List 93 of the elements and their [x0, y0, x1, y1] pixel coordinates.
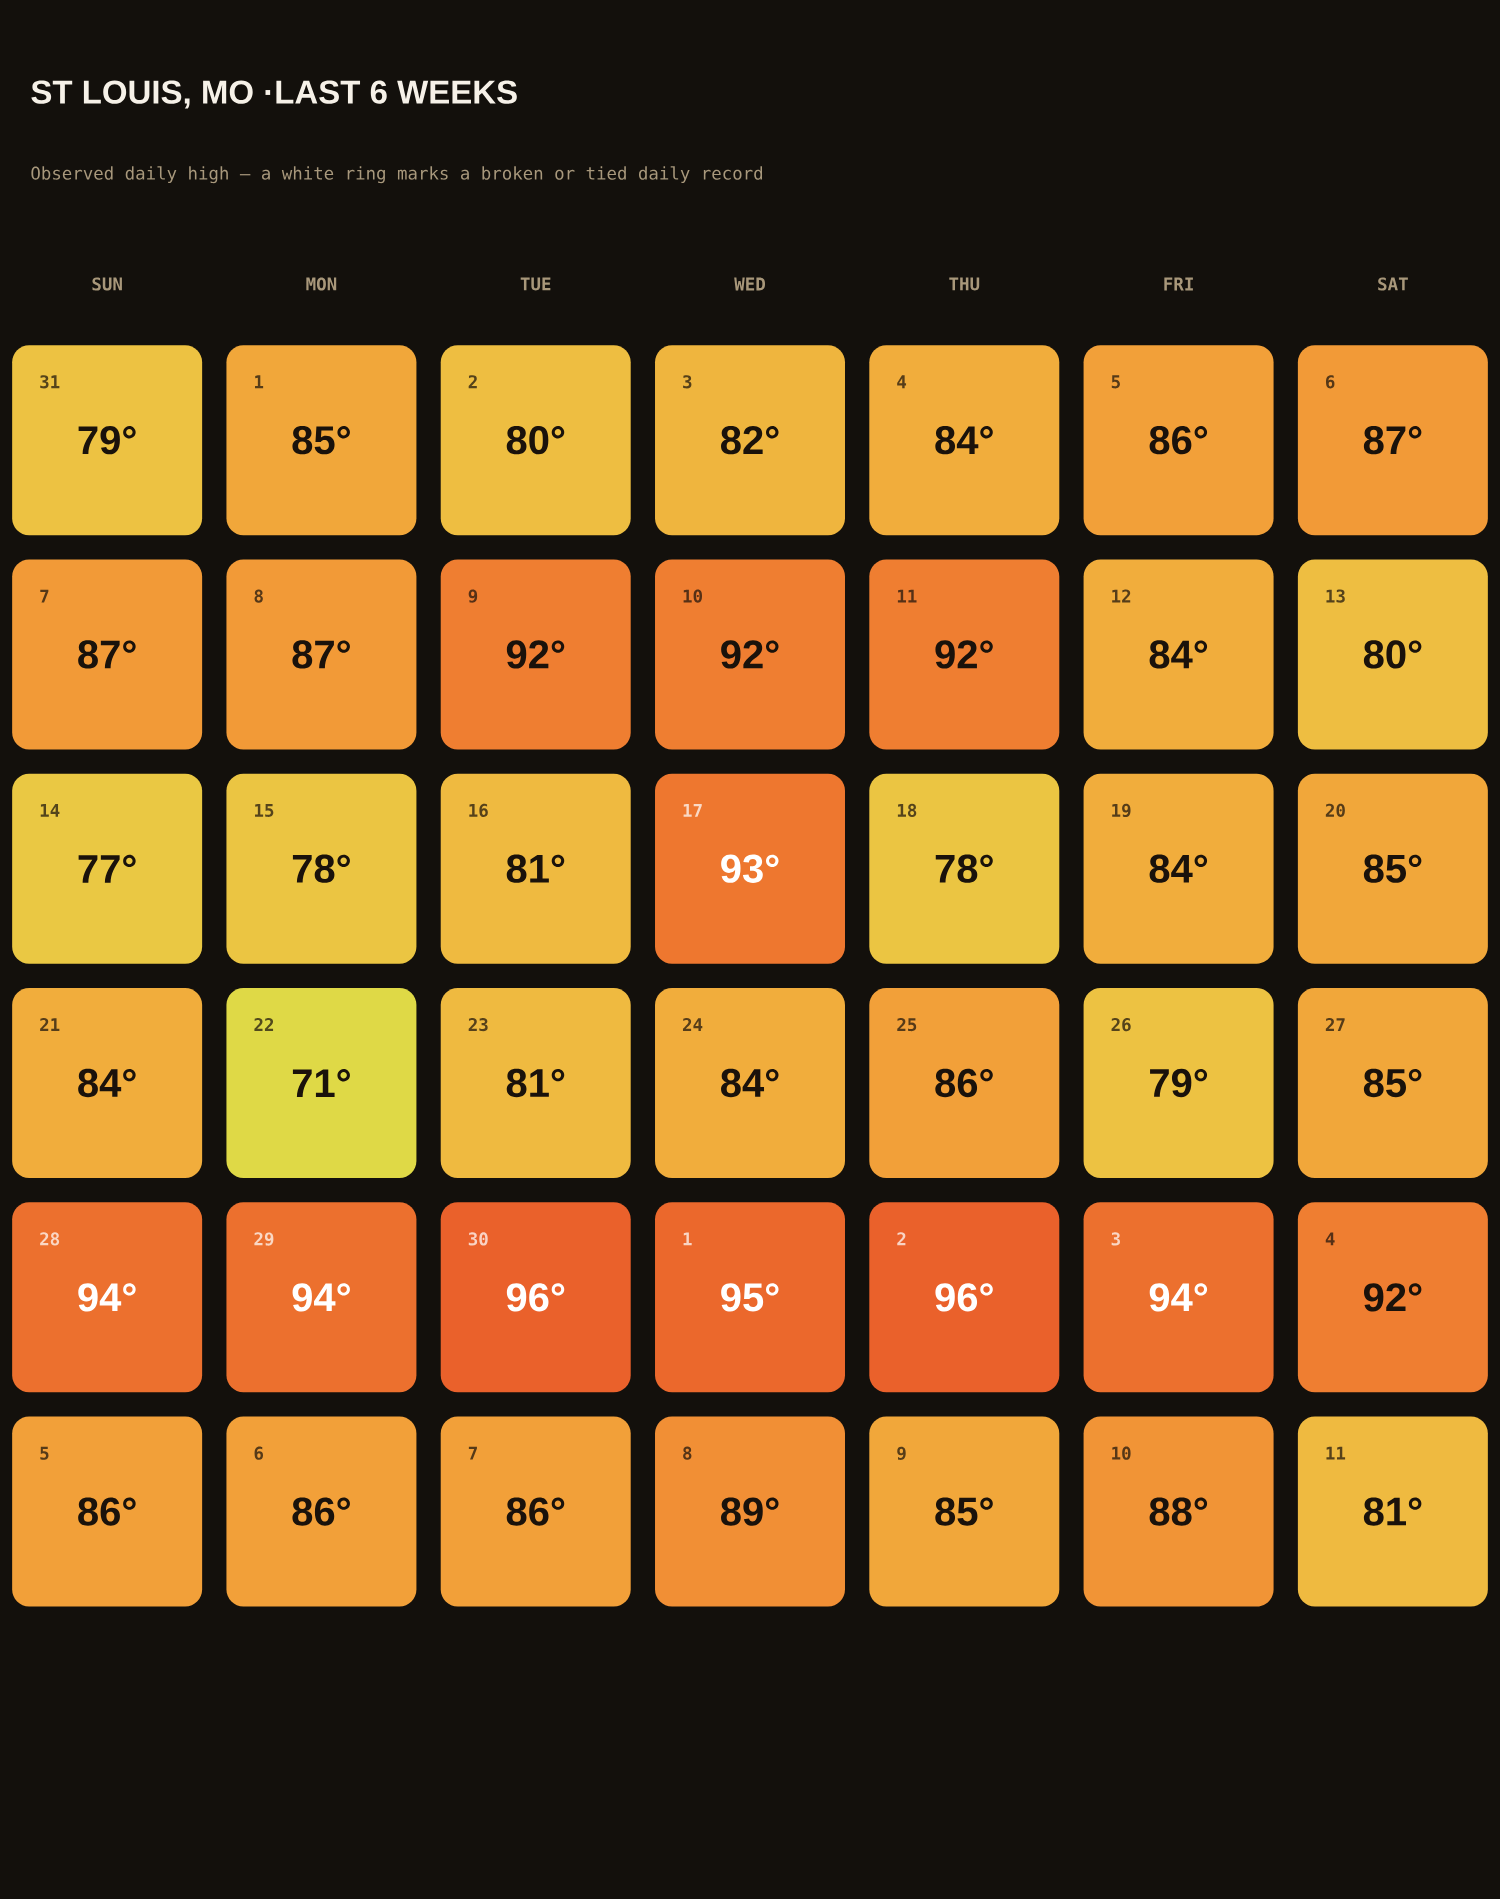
annotation: 11 [897, 589, 917, 603]
annotation: 8 [254, 589, 263, 603]
data-label: 88° [1149, 1497, 1208, 1526]
annotation: 13 [1326, 589, 1345, 603]
data-label: 87° [292, 640, 350, 669]
annotation: 15 [255, 803, 274, 817]
annotation: 3 [683, 375, 692, 389]
data-label: 87° [78, 640, 136, 669]
annotation: 9 [468, 589, 478, 603]
annotation: 22 [254, 1018, 274, 1031]
x-tick-label: SUN [92, 277, 122, 291]
data-label: 82° [721, 426, 779, 455]
data-label: 93° [721, 854, 779, 883]
annotation: 6 [1326, 375, 1335, 389]
x-tick-label: TUE [520, 277, 551, 291]
data-label: 71° [292, 1069, 350, 1097]
data-label: 77° [78, 854, 136, 883]
data-label: 94° [78, 1283, 136, 1312]
x-tick-label: SAT [1378, 277, 1408, 291]
data-label: 85° [935, 1497, 993, 1526]
data-label: 86° [78, 1497, 136, 1526]
annotation: 23 [468, 1018, 488, 1032]
annotation: 7 [468, 1446, 477, 1460]
data-label: 89° [721, 1497, 779, 1526]
annotation: 24 [682, 1018, 703, 1031]
data-label: 79° [1150, 1068, 1208, 1098]
chart-subtitle: Observed daily high — a white ring marks a broken or tied daily record [31, 166, 762, 184]
data-label: 92° [506, 640, 565, 669]
data-label: 86° [506, 1497, 565, 1526]
data-label: 92° [935, 640, 993, 669]
annotation: 27 [1325, 1018, 1345, 1031]
data-label: 92° [1364, 1283, 1422, 1312]
annotation: 4 [1325, 1232, 1335, 1246]
annotation: 25 [897, 1018, 917, 1032]
data-label: 85° [1363, 854, 1422, 883]
data-label: 81° [506, 854, 565, 883]
annotation: 30 [468, 1232, 488, 1246]
annotation: 28 [40, 1232, 60, 1246]
annotation: 6 [254, 1446, 264, 1460]
data-label: 80° [1363, 640, 1422, 669]
data-label: 96° [506, 1283, 565, 1312]
annotation: 19 [1112, 803, 1131, 818]
data-label: 94° [1149, 1283, 1208, 1312]
annotation: 18 [897, 803, 917, 817]
data-label: 81° [1363, 1497, 1422, 1526]
annotation: 8 [683, 1446, 692, 1460]
data-label: 85° [292, 426, 350, 455]
data-label: 95° [721, 1283, 779, 1312]
annotation: 17 [683, 803, 702, 817]
annotation: 14 [40, 803, 60, 817]
annotation: 2 [468, 375, 477, 389]
annotation: 26 [1111, 1018, 1131, 1032]
data-label: 84° [721, 1068, 779, 1098]
x-tick-label: MON [306, 277, 337, 291]
data-label: 92° [721, 640, 779, 669]
annotation: 1 [683, 1232, 692, 1246]
data-label: 81° [506, 1068, 565, 1098]
annotation: 1 [255, 375, 264, 389]
data-label: 86° [935, 1068, 993, 1098]
data-label: 96° [935, 1283, 993, 1312]
annotation: 11 [1326, 1446, 1346, 1460]
annotation: 10 [683, 589, 703, 603]
chart-title: ST LOUIS, MO ·LAST 6 WEEKS [31, 80, 517, 109]
annotation: 9 [897, 1446, 906, 1460]
x-tick-label: THU [949, 277, 980, 291]
data-label: 84° [1149, 640, 1208, 669]
annotation: 5 [40, 1446, 49, 1460]
annotation: 4 [897, 375, 907, 389]
data-label: 86° [292, 1497, 350, 1526]
annotation: 16 [469, 803, 488, 817]
data-label: 78° [292, 854, 350, 883]
data-label: 85° [1363, 1068, 1422, 1098]
annotation: 21 [40, 1018, 60, 1031]
annotation: 20 [1325, 803, 1345, 817]
annotation: 5 [1111, 375, 1120, 389]
annotation: 10 [1112, 1446, 1131, 1460]
data-label: 94° [292, 1283, 350, 1312]
x-tick-label: WED [734, 277, 766, 291]
data-label: 80° [506, 426, 565, 455]
annotation: 7 [40, 589, 49, 603]
data-label: 79° [78, 426, 136, 455]
annotation: 2 [897, 1232, 906, 1246]
data-label: 84° [78, 1068, 136, 1098]
x-tick-label: FRI [1164, 277, 1193, 291]
annotation: 31 [40, 375, 60, 389]
data-label: 87° [1363, 426, 1422, 455]
annotation: 29 [254, 1232, 274, 1246]
data-label: 84° [935, 426, 993, 455]
data-label: 86° [1149, 426, 1208, 455]
annotation: 3 [1111, 1232, 1120, 1246]
annotation: 12 [1112, 589, 1131, 603]
data-label: 78° [935, 854, 993, 883]
data-label: 84° [1149, 854, 1208, 883]
